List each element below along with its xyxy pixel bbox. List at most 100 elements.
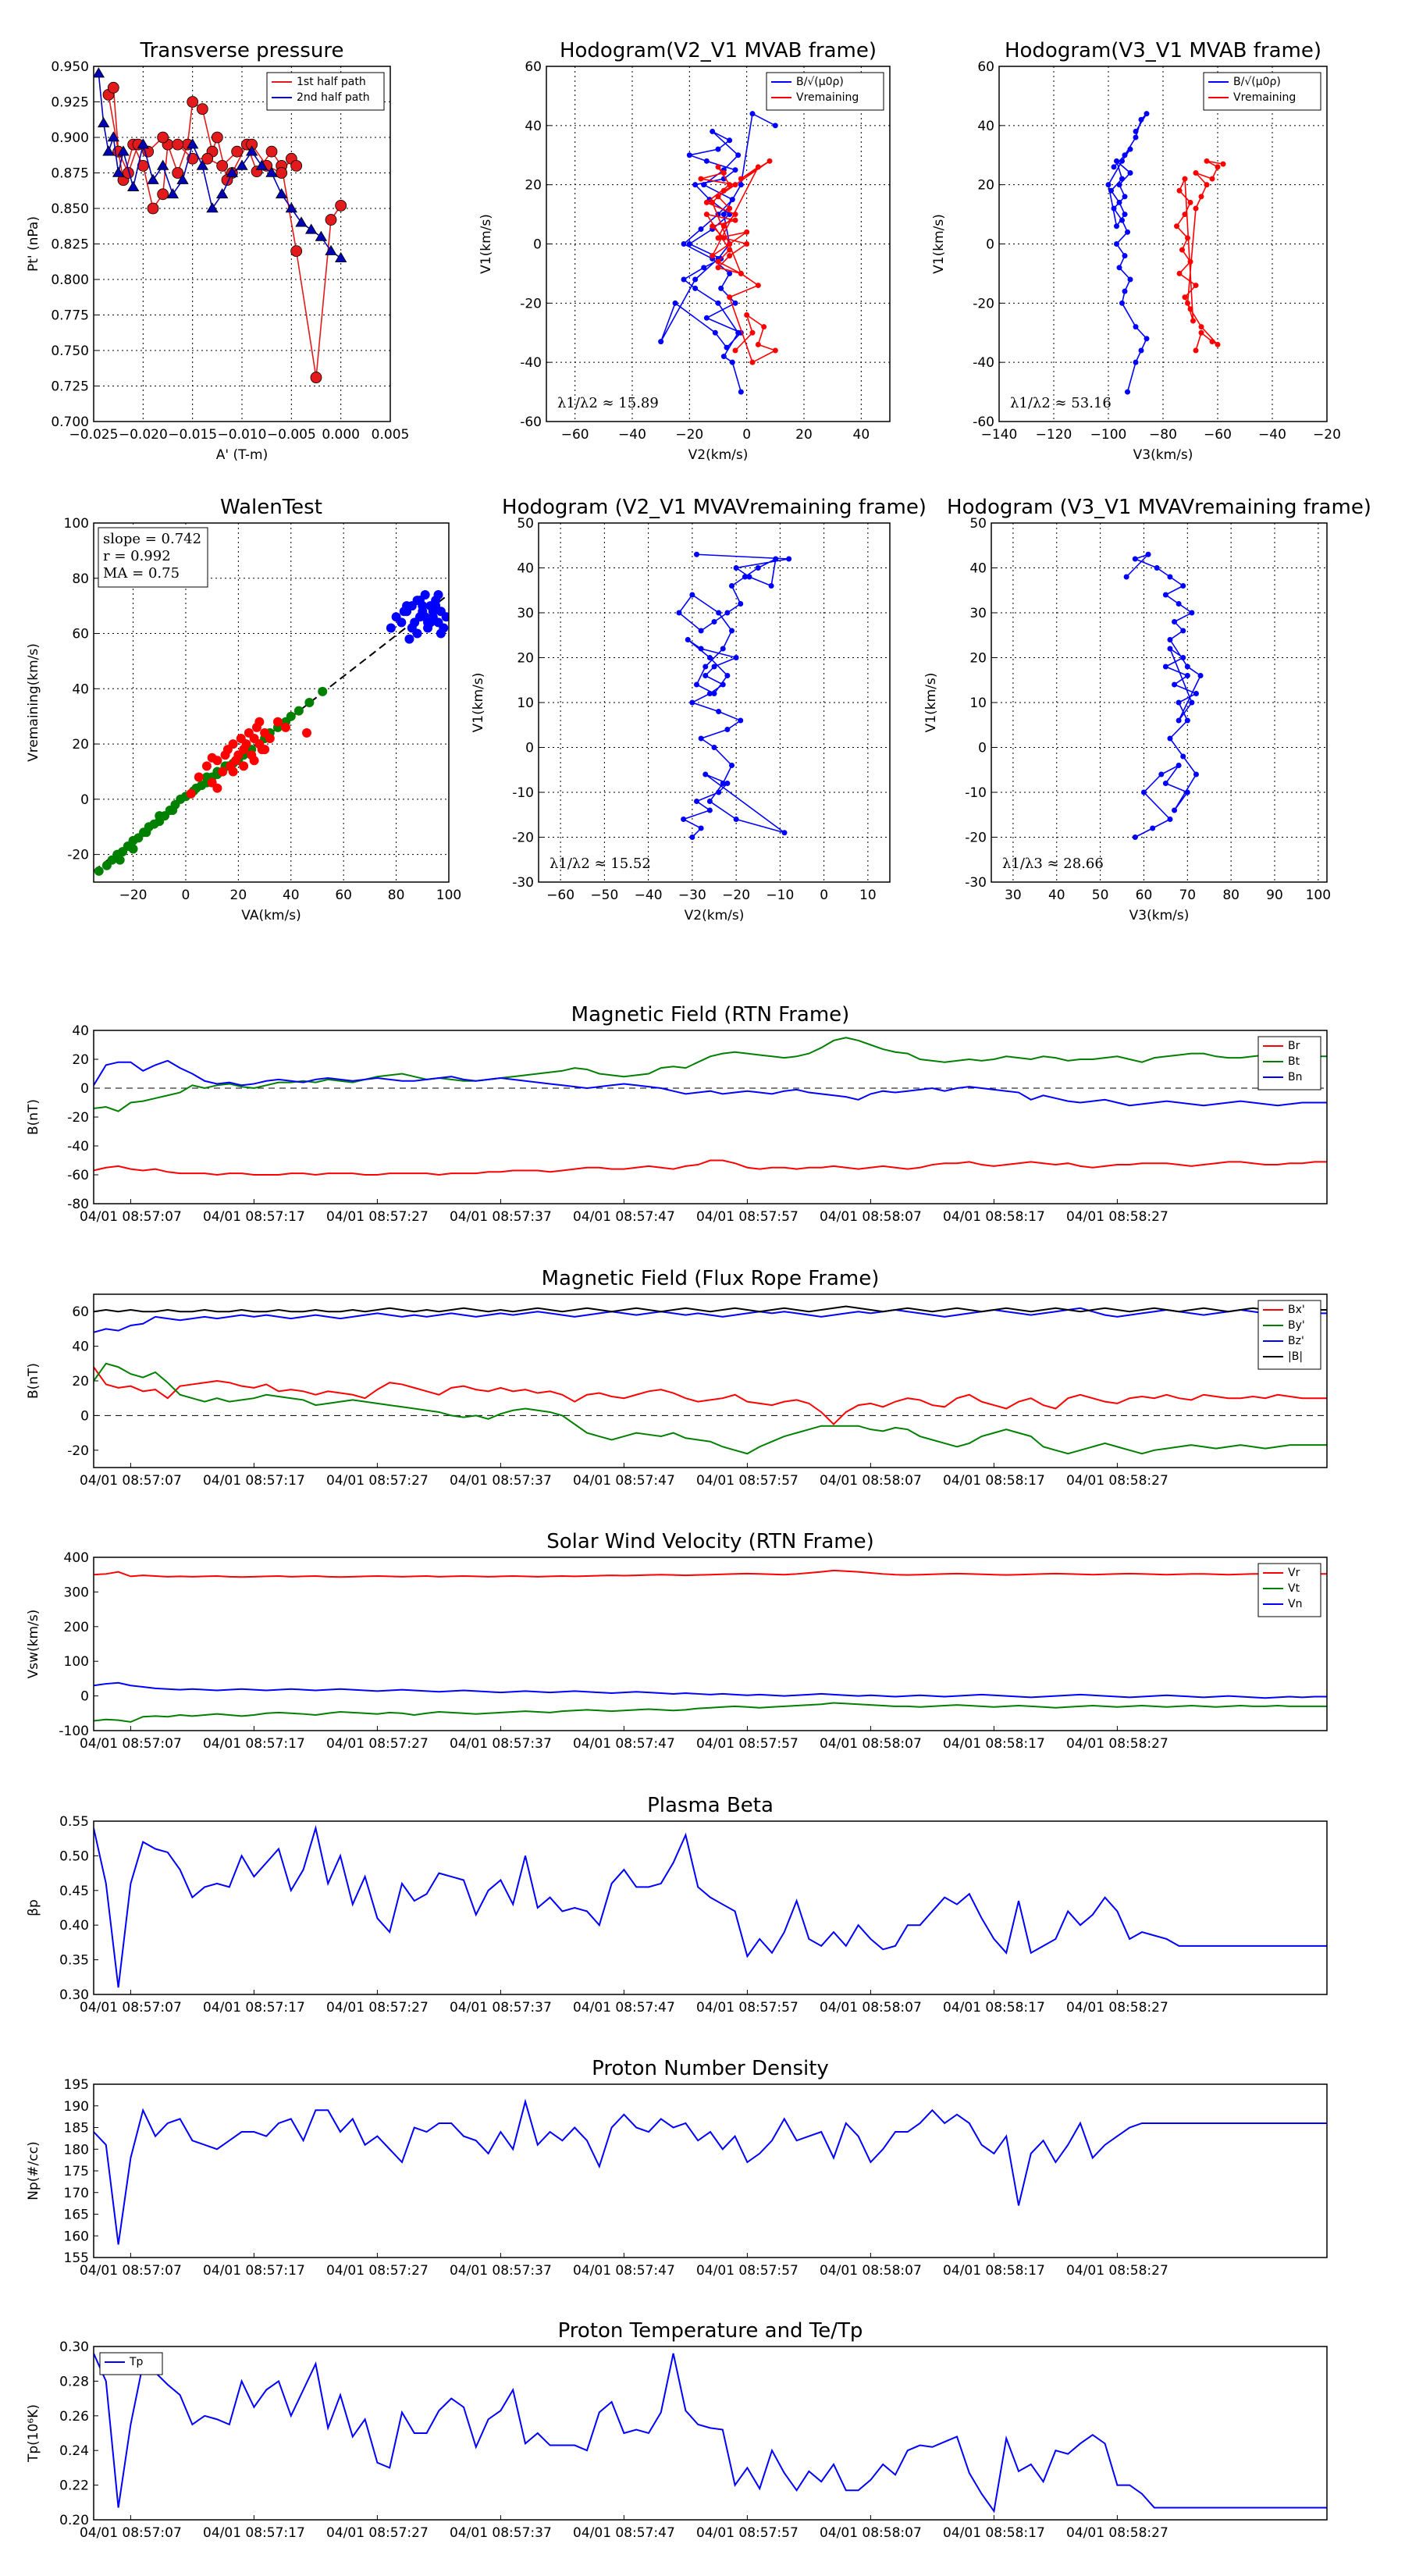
solar-wind-velocity-xtick-label: 04/01 08:58:17 <box>943 1736 1045 1752</box>
hodogram-v3-mvab-series-1-point <box>1209 339 1215 345</box>
magnetic-field-flux-rope-chart: Magnetic Field (Flux Rope Frame) -20 0 20 40… <box>26 1267 1328 1489</box>
hodogram-v2-mvav-ytick-label: 40 <box>517 561 534 577</box>
proton-number-density-ytick-label: 165 <box>64 2208 89 2223</box>
solar-wind-velocity-xtick-label: 04/01 08:57:47 <box>573 1736 675 1752</box>
hodogram-v2-mvav-ylabel: V1(km/s) <box>471 673 486 733</box>
transverse-pressure-series-1-point <box>265 166 278 177</box>
hodogram-v2-mvav-series-0-point <box>755 565 761 571</box>
transverse-pressure-xtick-label: −0.025 <box>69 427 119 443</box>
magnetic-field-rtn-legend-label: Bn <box>1288 1071 1302 1083</box>
magnetic-field-rtn-xtick-label: 04/01 08:57:37 <box>450 1209 552 1225</box>
transverse-pressure-legend-label: 1st half path <box>297 76 366 88</box>
hodogram-v3-mvav-series-0-point <box>1158 771 1165 777</box>
hodogram-v2-mvab-xtick-label: −60 <box>561 427 589 443</box>
walen-test-ytick-label: 40 <box>72 681 89 697</box>
hodogram-v2-mvav-xtick-label: 0 <box>820 888 828 903</box>
hodogram-v2-mvab-series-1-point <box>772 347 778 354</box>
proton-temperature-plot-area <box>94 2353 1327 2514</box>
solar-wind-velocity-ytick-label: 100 <box>64 1654 89 1670</box>
walen-test-series-0-point <box>168 806 178 815</box>
transverse-pressure-series-0-point <box>172 167 184 179</box>
walen-test-series-1-point <box>239 761 249 771</box>
hodogram-v2-mvab-series-1-point <box>727 205 733 212</box>
walen-test-series-1-point <box>260 745 270 755</box>
hodogram-v3-mvab-series-0-point <box>1119 158 1125 164</box>
transverse-pressure-series-0-point <box>196 103 208 116</box>
hodogram-v3-mvav-series-0-point <box>1176 699 1182 706</box>
proton-temperature-series-0-line <box>94 2353 1327 2514</box>
hodogram-v3-mvab-series-0-point <box>1138 347 1144 354</box>
proton-number-density-xtick-label: 04/01 08:57:37 <box>450 2263 552 2279</box>
walen-test-ylabel: Vremaining(km/s) <box>26 643 41 762</box>
magnetic-field-rtn-ytick-label: -20 <box>67 1110 89 1126</box>
magnetic-field-flux-rope-ytick-label: -20 <box>67 1443 89 1459</box>
hodogram-v3-mvav-xtick-label: 40 <box>1048 888 1065 903</box>
solar-wind-velocity-title: Solar Wind Velocity (RTN Frame) <box>546 1530 873 1553</box>
hodogram-v2-mvav-series-0-point <box>720 781 726 786</box>
proton-temperature-xtick-label: 04/01 08:58:27 <box>1066 2525 1168 2541</box>
hodogram-v3-mvav-series-0-point <box>1123 574 1129 580</box>
hodogram-v3-mvav-series-0-point <box>1150 825 1156 831</box>
hodogram-v3-mvab-ytick-label: -20 <box>973 296 994 311</box>
transverse-pressure-legend-label: 2nd half path <box>297 91 370 104</box>
magnetic-field-rtn-xtick-label: 04/01 08:58:07 <box>820 1209 922 1225</box>
solar-wind-velocity-plot-area <box>94 1569 1327 1723</box>
magnetic-field-flux-rope-title: Magnetic Field (Flux Rope Frame) <box>542 1267 880 1290</box>
hodogram-v3-mvab-series-1-point <box>1204 158 1210 164</box>
transverse-pressure-series-0-point <box>265 145 278 158</box>
transverse-pressure-ytick-label: 0.700 <box>51 415 89 430</box>
hodogram-v3-mvav-series-0-point <box>1180 753 1186 760</box>
hodogram-v3-mvab-series-1-point <box>1187 199 1193 205</box>
solar-wind-velocity-ytick-label: 200 <box>64 1620 89 1635</box>
hodogram-v2-mvab-series-0-point <box>681 276 687 283</box>
proton-number-density-ytick-label: 155 <box>64 2250 89 2266</box>
magnetic-field-rtn-chart: Magnetic Field (RTN Frame) -80 -60 -40 -20 0 2… <box>26 1003 1328 1225</box>
hodogram-v3-mvav-ytick-label: -30 <box>965 875 987 891</box>
hodogram-v3-mvav-series-0-point <box>1176 763 1182 768</box>
hodogram-v3-mvav-ytick-label: 50 <box>969 516 987 532</box>
hodogram-v3-mvab-ytick-label: -40 <box>973 355 994 371</box>
magnetic-field-rtn-xtick-label: 04/01 08:57:27 <box>326 1209 429 1225</box>
plasma-beta-ytick-label: 0.45 <box>59 1884 89 1899</box>
walen-test-ytick-label: 20 <box>72 737 89 753</box>
transverse-pressure-series-1-point <box>236 159 248 170</box>
hodogram-v3-mvab-series-0-point <box>1122 288 1128 294</box>
walen-test-series-2-point <box>386 623 396 633</box>
walen-test-xtick-label: 0 <box>182 888 190 903</box>
hodogram-v2-mvav-ytick-label: 20 <box>517 651 534 667</box>
magnetic-field-flux-rope-legend-label: Bx' <box>1288 1304 1305 1316</box>
solar-wind-velocity-legend-label: Vt <box>1288 1582 1300 1595</box>
plasma-beta-series-0-line <box>94 1824 1327 1988</box>
walen-test-series-0-point <box>293 706 304 716</box>
magnetic-field-rtn-frame <box>93 1030 1328 1204</box>
magnetic-field-flux-rope-legend-label: |B| <box>1288 1350 1303 1363</box>
transverse-pressure-series-0-point <box>216 159 229 172</box>
plasma-beta-ylabel: βp <box>26 1899 41 1916</box>
transverse-pressure-ytick-label: 0.875 <box>51 166 89 182</box>
proton-temperature-xtick-label: 04/01 08:57:47 <box>573 2525 675 2541</box>
hodogram-v2-mvab-series-1-point <box>720 187 727 194</box>
magnetic-field-flux-rope-plot-area <box>94 1305 1327 1455</box>
hodogram-v3-mvab-series-1-point <box>1176 270 1183 276</box>
magnetic-field-rtn-xtick-label: 04/01 08:57:17 <box>203 1209 305 1225</box>
transverse-pressure-title: Transverse pressure <box>140 39 344 62</box>
transverse-pressure-xtick-label: 0.000 <box>322 427 360 443</box>
hodogram-v3-mvab-series-0-point <box>1114 223 1119 229</box>
proton-temperature-xtick-label: 04/01 08:57:27 <box>326 2525 429 2541</box>
proton-temperature-xtick-label: 04/01 08:58:07 <box>820 2525 922 2541</box>
hodogram-v2-mvav-series-0-point <box>716 709 722 714</box>
solar-wind-velocity-ytick-label: 400 <box>64 1550 89 1566</box>
hodogram-v2-mvab-frame <box>546 66 891 422</box>
proton-temperature-ylabel: Tp(10⁶K) <box>26 2404 41 2463</box>
solar-wind-velocity-xtick-label: 04/01 08:57:37 <box>450 1736 552 1752</box>
hodogram-v3-mvab-ylabel: V1(km/s) <box>931 214 947 274</box>
hodogram-v3-mvab-frame <box>998 66 1328 422</box>
plasma-beta-xtick-label: 04/01 08:58:27 <box>1066 2000 1168 2016</box>
transverse-pressure-series-1-point <box>137 138 150 149</box>
hodogram-v3-mvab-series-0-point <box>1122 194 1128 200</box>
proton-temperature-ytick-label: 0.26 <box>59 2409 89 2425</box>
walen-test-series-1-point <box>302 728 311 738</box>
hodogram-v2-mvav-ytick-label: 30 <box>517 606 534 621</box>
hodogram-v2-mvab-series-1-point <box>703 212 710 218</box>
walen-test-xlabel: VA(km/s) <box>241 908 301 923</box>
